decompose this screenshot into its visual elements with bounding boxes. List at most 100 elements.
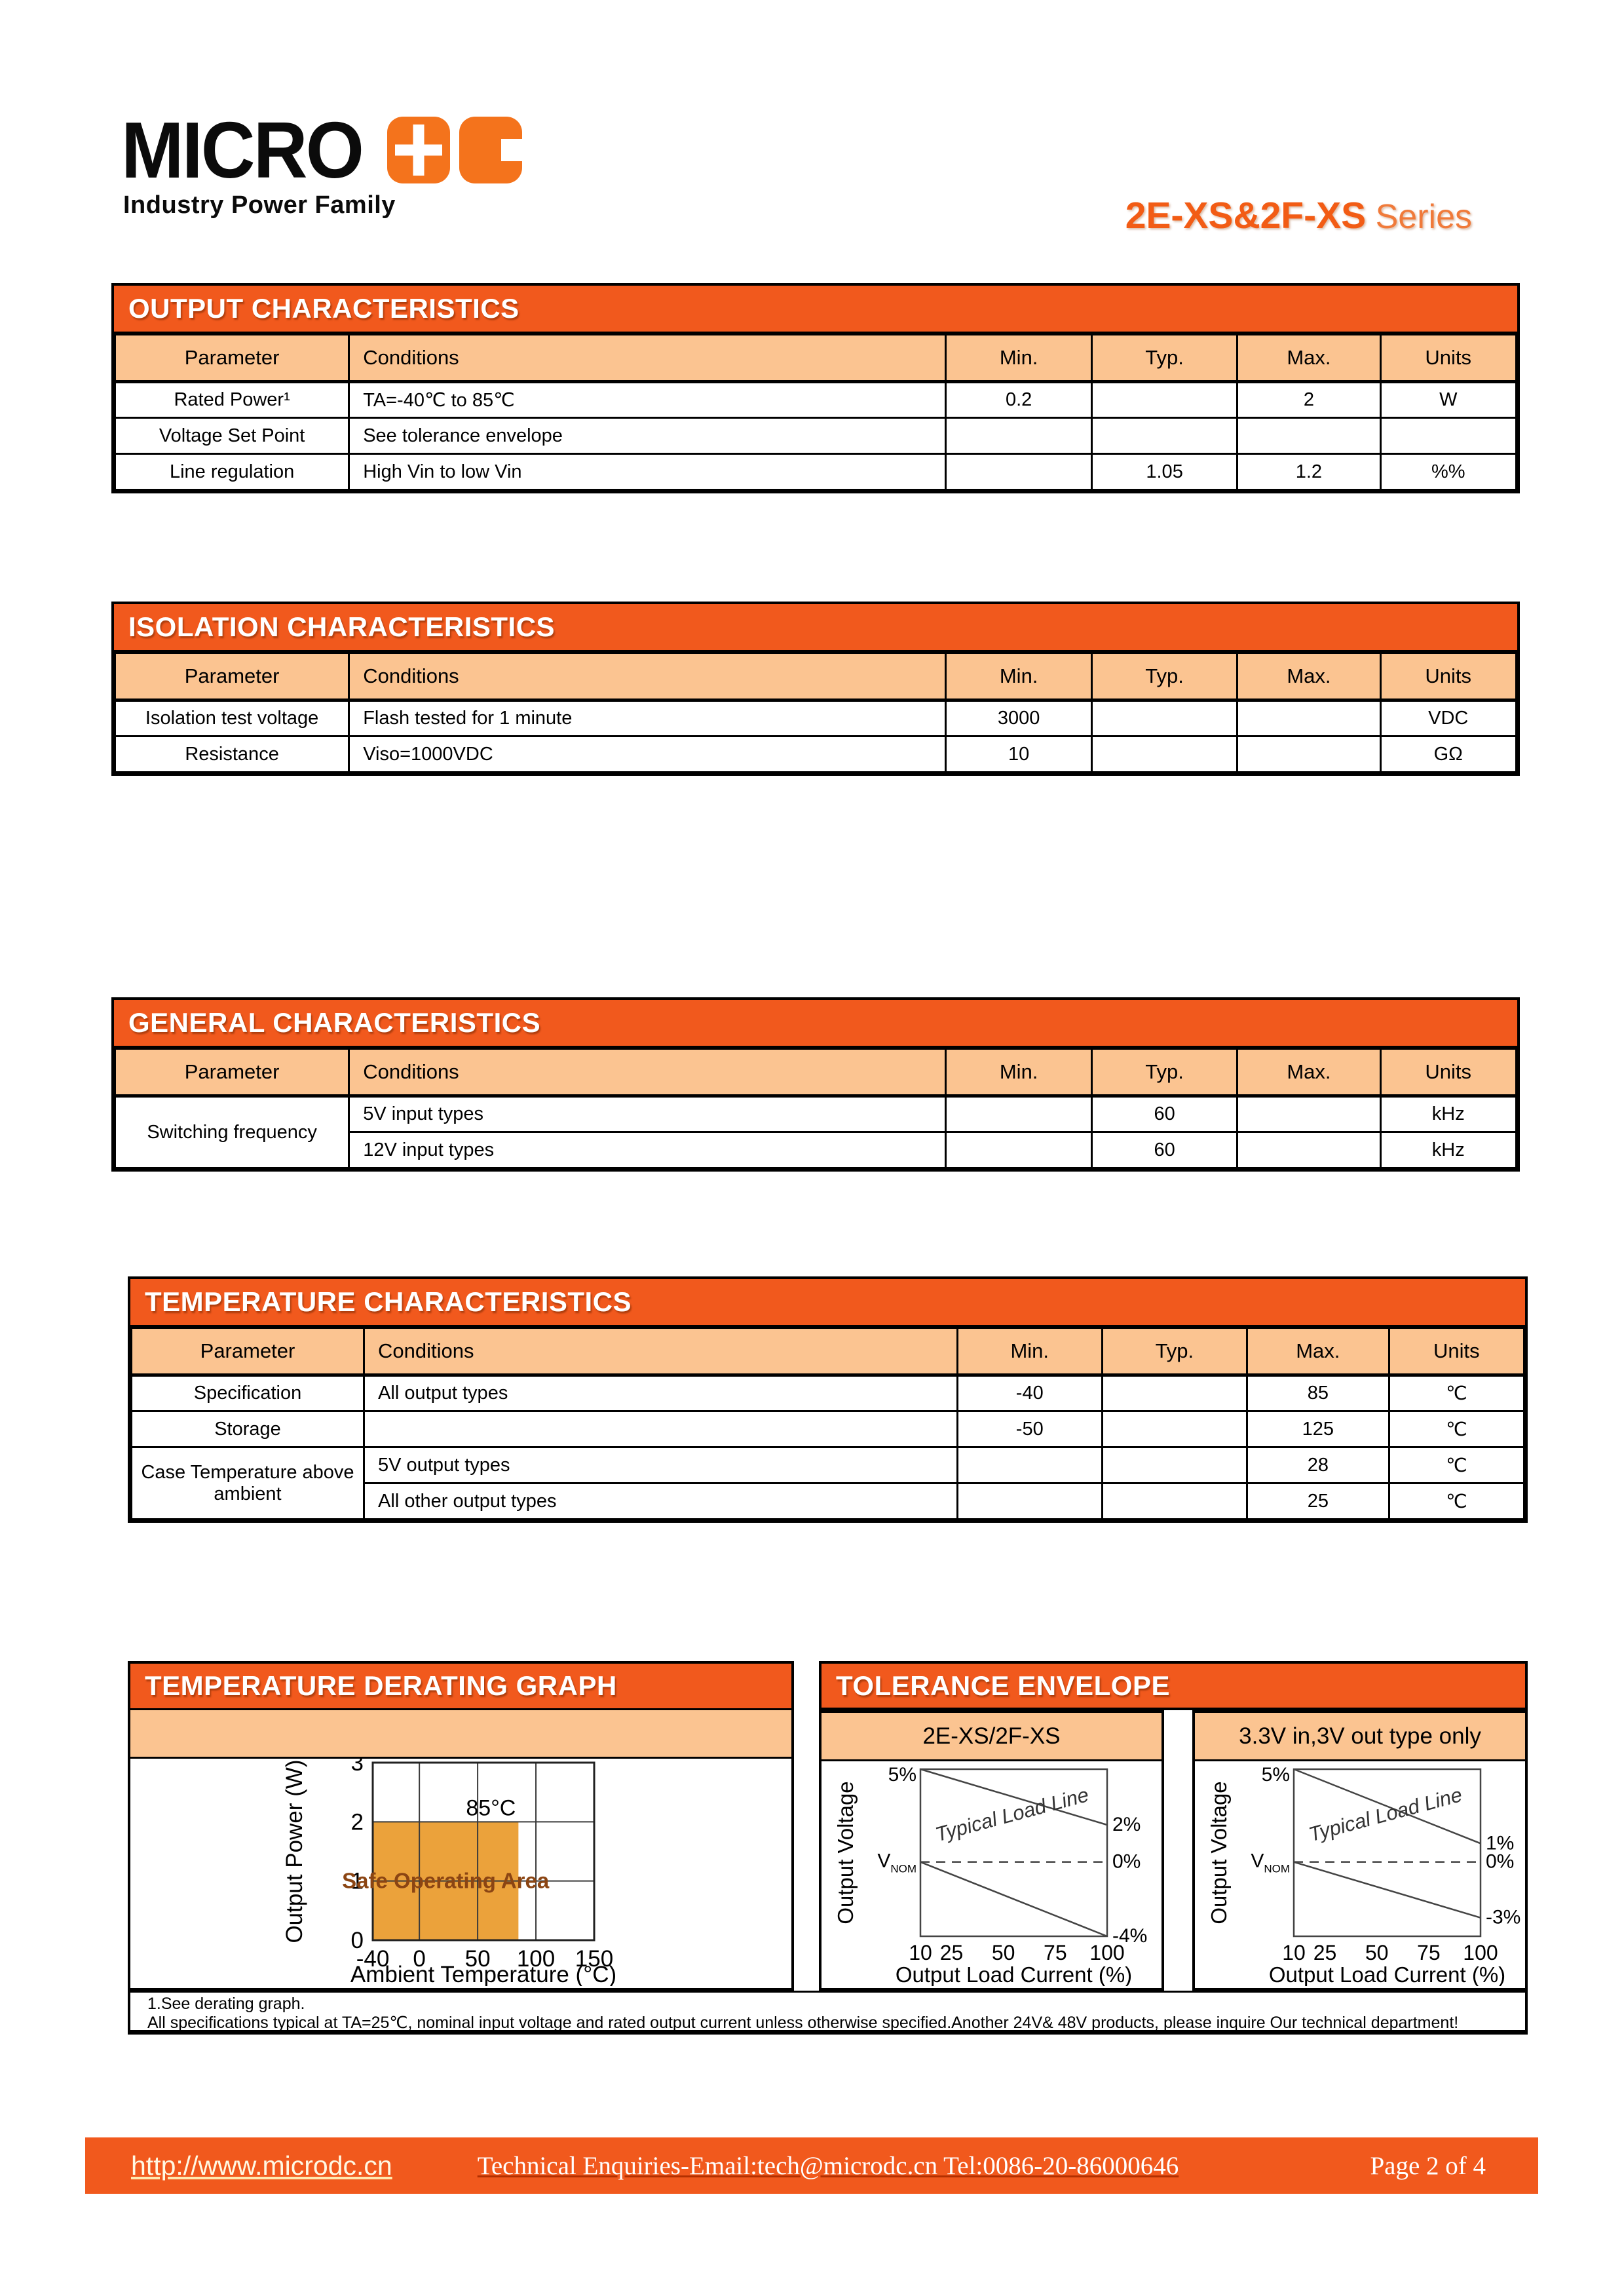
derating-subheader-band <box>130 1710 791 1759</box>
svg-text:3: 3 <box>351 1759 364 1776</box>
table-cell <box>945 417 1093 455</box>
table-cell <box>1090 735 1239 773</box>
column-header: Conditions <box>348 334 947 383</box>
table-cell <box>1236 1095 1382 1133</box>
table-cell <box>945 1095 1093 1133</box>
table-cell <box>1236 1131 1382 1169</box>
table-cell: Viso=1000VDC <box>348 735 947 773</box>
table-cell: 1.2 <box>1236 453 1382 491</box>
table-row: Specification All output types -40 85 ℃ <box>130 1374 1526 1412</box>
column-header: Units <box>1379 652 1517 702</box>
footer-contact-info: Technical Enquiries-Email:tech@microdc.c… <box>477 2151 1179 2180</box>
table-cell: All output types <box>363 1374 958 1412</box>
isolation-characteristics-section: ISOLATION CHARACTERISTICS Parameter Condi… <box>111 602 1520 776</box>
table-cell: 3000 <box>945 699 1093 737</box>
column-header: Parameter <box>113 652 350 702</box>
column-header: Parameter <box>113 1048 350 1098</box>
column-header: Min. <box>956 1327 1103 1377</box>
svg-text:Safe Operating Area: Safe Operating Area <box>342 1869 550 1893</box>
table-cell: 28 <box>1245 1446 1390 1484</box>
column-header: Units <box>1379 334 1517 383</box>
svg-text:-3%: -3% <box>1486 1907 1520 1928</box>
svg-text:2: 2 <box>351 1809 364 1835</box>
temperature-characteristics-section: TEMPERATURE CHARACTERISTICS Parameter Con… <box>128 1276 1528 1523</box>
table-row: Storage -50 125 ℃ <box>130 1410 1526 1448</box>
general-characteristics-section: GENERAL CHARACTERISTICS Parameter Conditi… <box>111 997 1520 1172</box>
logo-d-plus-icon <box>387 117 450 183</box>
table-cell: Storage <box>130 1410 366 1448</box>
table-cell: 5V output types <box>363 1446 958 1484</box>
table-cell: -40 <box>956 1374 1103 1412</box>
table-cell: 25 <box>1245 1482 1390 1520</box>
svg-text:VNOM: VNOM <box>877 1850 916 1875</box>
section-title-isolation: ISOLATION CHARACTERISTICS <box>114 604 1517 652</box>
footer-website-link[interactable]: http://www.microdc.cn <box>131 2150 392 2181</box>
table-cell <box>1236 735 1382 773</box>
svg-text:50: 50 <box>1365 1941 1389 1964</box>
table-cell <box>1101 1482 1248 1520</box>
column-header: Min. <box>945 1048 1093 1098</box>
section-title-general: GENERAL CHARACTERISTICS <box>114 1000 1517 1048</box>
svg-text:100: 100 <box>1089 1941 1124 1964</box>
table-cell: Line regulation <box>113 453 350 491</box>
table-cell: -50 <box>956 1410 1103 1448</box>
section-title-output: OUTPUT CHARACTERISTICS <box>114 286 1517 334</box>
table-cell <box>1101 1374 1248 1412</box>
svg-text:Output Load Current (%): Output Load Current (%) <box>1269 1962 1505 1986</box>
table-row: Rated Power¹ TA=-40℃ to 85℃ 0.2 2 W <box>113 381 1517 419</box>
table-row: Isolation test voltage Flash tested for 1… <box>113 699 1517 737</box>
svg-text:0%: 0% <box>1486 1851 1514 1873</box>
table-cell: ℃ <box>1388 1410 1526 1448</box>
svg-text:100: 100 <box>1463 1941 1498 1964</box>
table-cell: 5V input types <box>348 1095 947 1133</box>
output-characteristics-grid: Parameter Conditions Min. Typ. Max. Units Rate… <box>113 334 1517 491</box>
isolation-characteristics-grid: Parameter Conditions Min. Typ. Max. Units Isol… <box>113 652 1517 773</box>
table-cell <box>1101 1446 1248 1484</box>
table-cell: VDC <box>1379 699 1517 737</box>
table-cell: Voltage Set Point <box>113 417 350 455</box>
table-cell: All other output types <box>363 1482 958 1520</box>
table-cell: See tolerance envelope <box>348 417 947 455</box>
series-suffix: Series <box>1366 198 1472 236</box>
table-cell <box>956 1446 1103 1484</box>
table-row: 12V input types 60 kHz <box>115 1131 1517 1169</box>
series-name: 2E-XS&2F-XS <box>1125 195 1367 237</box>
svg-text:10: 10 <box>1282 1941 1306 1964</box>
table-cell: 12V input types <box>348 1131 947 1169</box>
general-characteristics-table: Parameter Conditions Min. Typ. Max. Units Swit… <box>113 1048 1517 1169</box>
tolerance-panel-left: 2E-XS/2F-XS 10 25 50 75 100 Output Load Curre… <box>819 1710 1164 1991</box>
svg-text:5%: 5% <box>888 1764 916 1786</box>
temperature-characteristics-grid: Parameter Conditions Min. Typ. Max. Units Spec… <box>130 1327 1526 1520</box>
column-header: Max. <box>1236 1048 1382 1098</box>
column-header: Conditions <box>363 1327 958 1377</box>
svg-text:75: 75 <box>1417 1941 1441 1964</box>
section-title-tolerance: TOLERANCE ENVELOPE <box>819 1661 1528 1710</box>
table-cell: 10 <box>945 735 1093 773</box>
table-cell: 0.2 <box>945 381 1093 419</box>
svg-text:50: 50 <box>992 1941 1015 1964</box>
table-cell: Specification <box>130 1374 366 1412</box>
column-header: Typ. <box>1090 334 1239 383</box>
isolation-characteristics-table: Parameter Conditions Min. Typ. Max. Units Isol… <box>113 652 1517 773</box>
section-title-temperature: TEMPERATURE CHARACTERISTICS <box>130 1279 1525 1327</box>
table-row: Voltage Set Point See tolerance envelope <box>113 417 1517 455</box>
table-row: Line regulation High Vin to low Vin 1.05 1.… <box>113 453 1517 491</box>
svg-text:0: 0 <box>351 1928 364 1953</box>
svg-text:Ambient Temperature (°C): Ambient Temperature (°C) <box>350 1962 616 1986</box>
svg-text:Output Voltage: Output Voltage <box>833 1781 858 1924</box>
column-header: Typ. <box>1090 1048 1239 1098</box>
column-header: Conditions <box>348 652 947 702</box>
column-header: Typ. <box>1101 1327 1248 1377</box>
company-logo: MICRO <box>121 110 522 190</box>
table-cell: kHz <box>1379 1131 1517 1169</box>
temperature-characteristics-table: Parameter Conditions Min. Typ. Max. Units Spec… <box>130 1327 1526 1520</box>
table-cell: Resistance <box>113 735 350 773</box>
column-header: Typ. <box>1090 652 1239 702</box>
table-cell: 60 <box>1090 1131 1239 1169</box>
section-title-derating: TEMPERATURE DERATING GRAPH <box>130 1664 791 1710</box>
svg-text:85°C: 85°C <box>466 1795 516 1820</box>
table-cell: ℃ <box>1388 1374 1526 1412</box>
column-header: Max. <box>1245 1327 1390 1377</box>
